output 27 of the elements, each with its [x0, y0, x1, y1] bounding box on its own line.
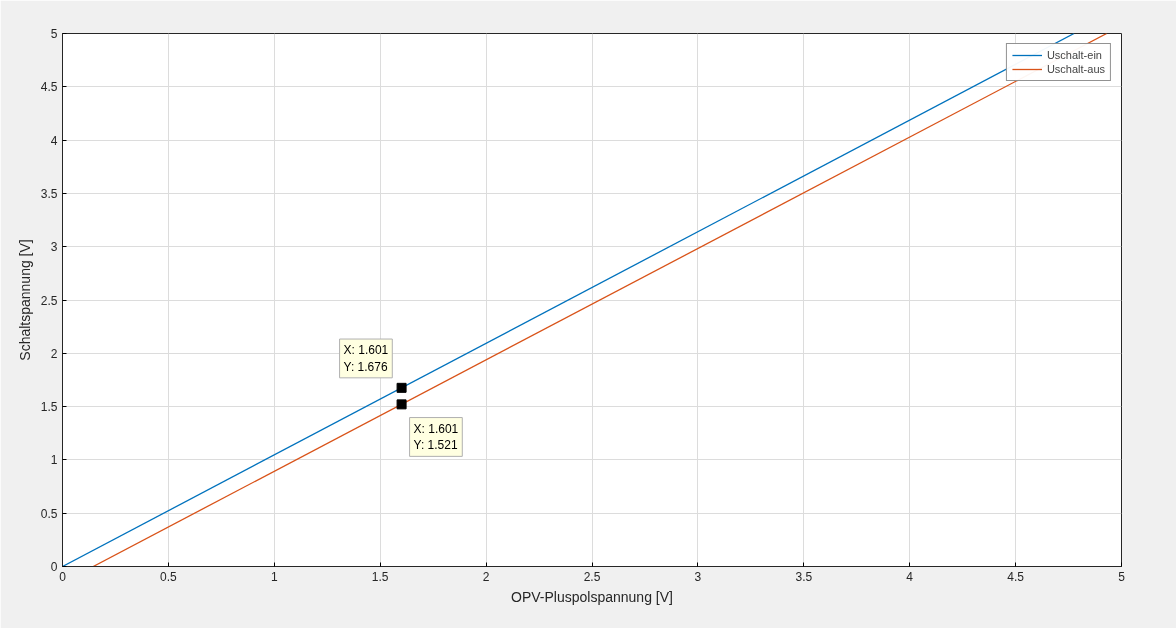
y-tick-label: 4 — [50, 133, 58, 148]
annotation: X: 1.601 Y: 1.521 — [413, 421, 459, 453]
legend-label: Uschalt-ein — [1046, 49, 1102, 61]
y-tick-label: 3 — [50, 240, 58, 255]
annotation: X: 1.601 Y: 1.676 — [343, 343, 389, 374]
y-tick-label: 2 — [50, 346, 58, 361]
y-tick-label: 4.5 — [40, 80, 58, 95]
legend-label: Uschalt-aus — [1046, 63, 1105, 75]
x-tick-label: 1 — [270, 569, 278, 584]
x-tick-label: 3.5 — [795, 569, 813, 584]
y-tick-label: 1.5 — [40, 400, 58, 415]
x-tick-label: 2.5 — [583, 569, 601, 584]
x-tick-label: 3 — [694, 569, 702, 584]
x-tick-label: 0.5 — [160, 569, 178, 584]
y-tick-label: 1 — [50, 453, 58, 468]
y-axis-title: Schaltspannung [V] — [16, 239, 33, 361]
x-tick-label: 5 — [1118, 569, 1126, 584]
x-axis-title: OPV-Pluspolspannung [V] — [511, 588, 673, 605]
y-tick-label: 5 — [50, 27, 58, 41]
x-tick-label: 2 — [482, 569, 490, 584]
x-tick-label: 1.5 — [371, 569, 389, 584]
x-tick-label: 4.5 — [1007, 569, 1025, 584]
x-tick-label: 4 — [906, 569, 914, 584]
y-tick-label: 0 — [50, 560, 58, 574]
y-tick-label: 0.5 — [40, 506, 58, 521]
y-tick-label: 3.5 — [40, 186, 58, 201]
y-tick-label: 2.5 — [40, 293, 58, 308]
